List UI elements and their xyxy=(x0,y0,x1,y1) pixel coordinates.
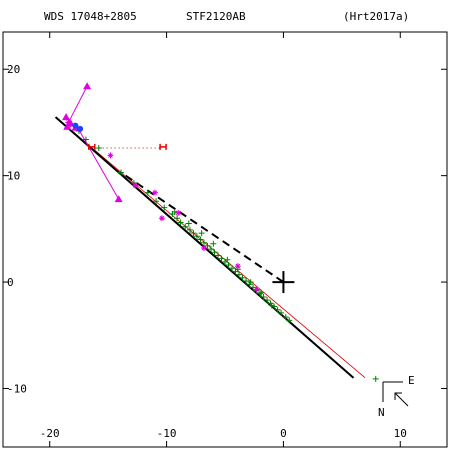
red-error-marker xyxy=(88,143,96,150)
green-plus-point xyxy=(218,255,225,262)
plot-frame xyxy=(2,31,448,448)
green-plus-point xyxy=(207,246,214,253)
green-plus-point xyxy=(247,279,254,286)
green-plus-point xyxy=(258,289,265,296)
magenta-star-point xyxy=(175,209,182,216)
magenta-triangle-point xyxy=(83,82,92,90)
green-plus-point xyxy=(144,189,151,196)
green-plus-point xyxy=(239,274,246,281)
motion-direction-arrow xyxy=(394,392,409,407)
axes: -20 -10 0 10 20 10 0 -10 xyxy=(3,32,447,447)
green-plus-point xyxy=(190,230,197,237)
green-plus-point xyxy=(243,278,250,284)
y-tick-label: -10 xyxy=(7,382,27,395)
red-error-marker xyxy=(159,143,167,150)
data-marks xyxy=(62,82,379,382)
x-tick-label: -10 xyxy=(157,427,177,440)
green-plus-point xyxy=(260,293,267,300)
x-tick-label: -20 xyxy=(40,427,60,440)
compass: E N xyxy=(378,374,415,419)
magenta-triangle-point xyxy=(62,113,71,121)
compass-north-label: N xyxy=(378,406,385,419)
magenta-star-point xyxy=(234,263,241,270)
green-plus-point xyxy=(211,249,218,256)
green-plus-point xyxy=(372,375,379,382)
green-plus-point xyxy=(185,220,192,227)
green-plus-point xyxy=(225,262,232,269)
green-plus-point xyxy=(182,223,189,230)
magenta-star-point xyxy=(158,215,165,222)
blue-point xyxy=(72,122,79,129)
magenta-triangle-point xyxy=(114,195,123,203)
green-plus-point xyxy=(82,136,89,143)
magenta-connector xyxy=(67,86,88,123)
green-plus-point xyxy=(236,271,243,278)
blue-point xyxy=(77,125,84,132)
magenta-star-point xyxy=(65,119,72,126)
green-plus-point xyxy=(257,290,264,297)
green-plus-point xyxy=(177,219,184,226)
magenta-star-point xyxy=(253,286,260,293)
magenta-star-point xyxy=(151,189,158,196)
green-plus-point xyxy=(282,314,289,321)
green-plus-point xyxy=(264,297,271,304)
green-plus-point xyxy=(186,226,193,233)
motion-arrowhead-icon xyxy=(394,392,402,400)
magenta-star-point xyxy=(200,245,207,252)
green-plus-point xyxy=(197,236,204,243)
green-plus-point xyxy=(278,309,285,316)
green-plus-point xyxy=(268,302,275,309)
header-pair-name: STF2120AB xyxy=(186,10,246,23)
x-tick-label: 10 xyxy=(394,427,407,440)
green-plus-point xyxy=(274,306,281,313)
magenta-triangle-point xyxy=(63,122,72,130)
green-plus-point xyxy=(193,233,200,240)
green-plus-point xyxy=(210,240,217,247)
header-reference: (Hrt2017a) xyxy=(343,10,409,23)
magenta-star-point xyxy=(107,152,114,159)
green-plus-point xyxy=(198,230,205,237)
green-plus-point xyxy=(118,169,125,176)
magenta-star-point xyxy=(132,182,139,189)
periastron-dashed-line xyxy=(125,174,284,283)
header-system-id: WDS 17048+2805 xyxy=(44,10,137,23)
green-plus-point xyxy=(153,198,160,205)
residual-red-line xyxy=(55,116,366,379)
y-tick-label: 20 xyxy=(7,63,20,76)
green-plus-point xyxy=(161,204,168,211)
green-plus-point xyxy=(229,265,236,272)
green-plus-point xyxy=(95,144,102,151)
y-tick-label: 10 xyxy=(7,170,20,183)
green-plus-point xyxy=(214,252,221,259)
green-plus-point xyxy=(224,256,231,263)
green-plus-point xyxy=(174,215,181,222)
compass-east-label: E xyxy=(408,374,415,387)
green-plus-point xyxy=(200,239,207,246)
y-tick-label: 0 xyxy=(7,276,14,289)
x-tick-label: 0 xyxy=(280,427,287,440)
green-plus-point xyxy=(286,317,293,324)
